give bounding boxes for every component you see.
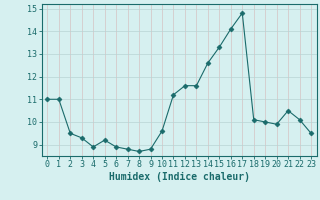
X-axis label: Humidex (Indice chaleur): Humidex (Indice chaleur) xyxy=(109,172,250,182)
